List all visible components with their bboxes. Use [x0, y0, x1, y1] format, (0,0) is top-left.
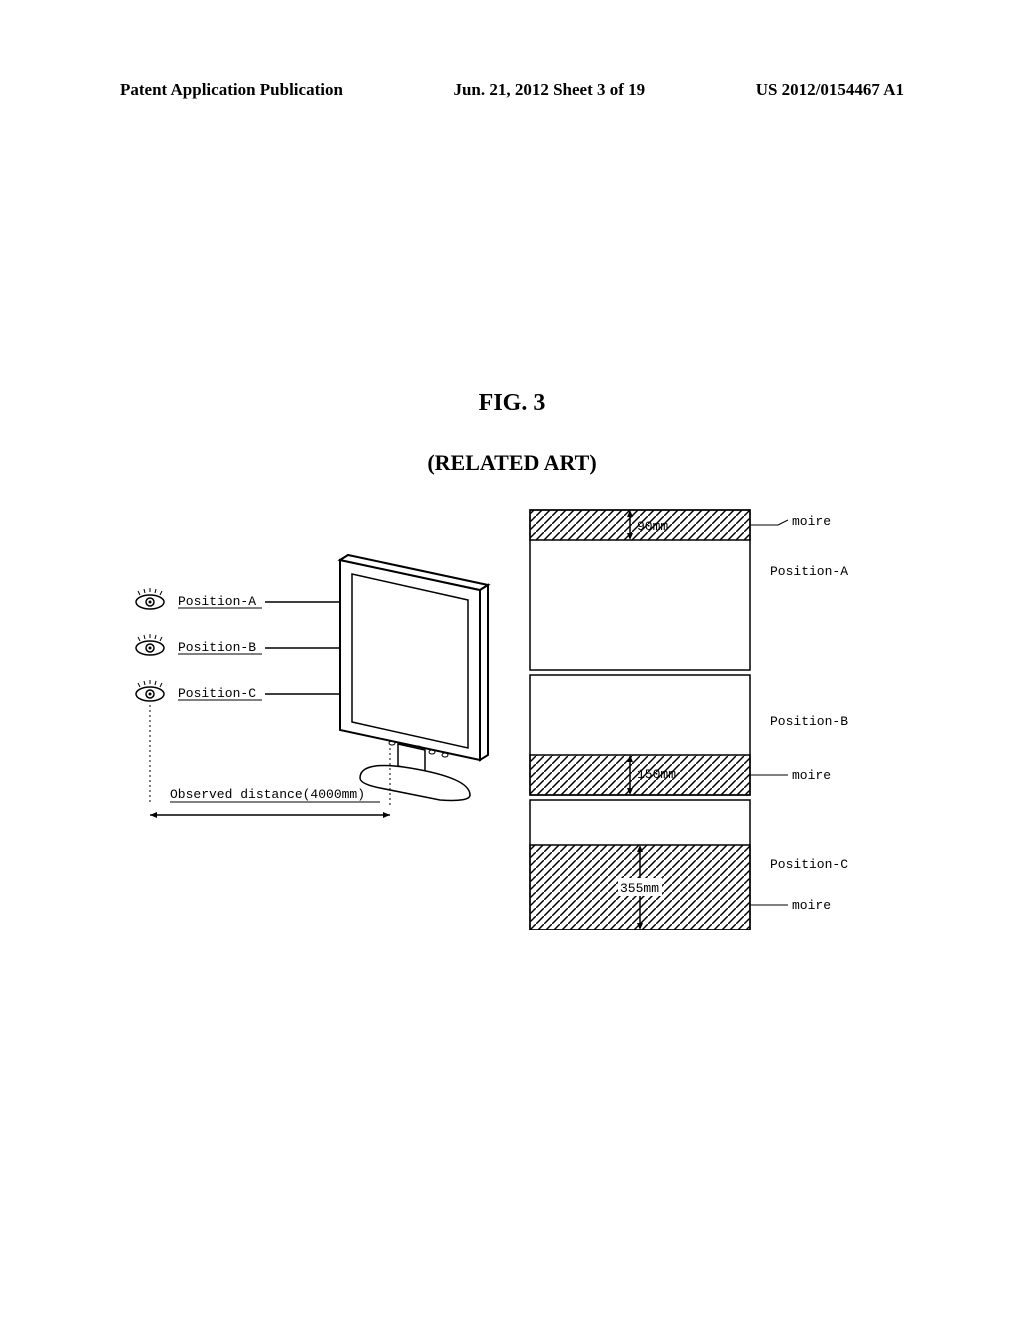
box-a-measurement: 90mm	[637, 519, 668, 534]
box-position-b: 150mm Position-B moire	[530, 675, 848, 795]
header-date-sheet: Jun. 21, 2012 Sheet 3 of 19	[453, 80, 645, 100]
box-position-c: 355mm Position-C moire	[530, 800, 848, 930]
moire-label-c: moire	[792, 898, 831, 913]
box-c-measurement: 355mm	[620, 881, 659, 896]
position-a-label: Position-A	[178, 594, 256, 609]
monitor-icon	[340, 555, 488, 800]
position-c-label: Position-C	[178, 686, 256, 701]
eye-icon	[136, 634, 164, 655]
box-b-measurement: 150mm	[637, 767, 676, 782]
box-a-label: Position-A	[770, 564, 848, 579]
monitor-diagram: Position-A Position-B Position-C	[130, 500, 550, 900]
distance-label: Observed distance(4000mm)	[170, 787, 365, 802]
header-publication: Patent Application Publication	[120, 80, 343, 100]
moire-label-a: moire	[792, 514, 831, 529]
box-position-a: 90mm moire Position-A	[530, 510, 848, 670]
diagram-container: Position-A Position-B Position-C	[130, 500, 910, 920]
page-header: Patent Application Publication Jun. 21, …	[0, 80, 1024, 100]
eye-icon	[136, 680, 164, 701]
eye-icon	[136, 588, 164, 609]
box-b-label: Position-B	[770, 714, 848, 729]
box-c-label: Position-C	[770, 857, 848, 872]
figure-title: FIG. 3	[0, 390, 1024, 417]
figure-subtitle: (RELATED ART)	[0, 450, 1024, 476]
moire-label-b: moire	[792, 768, 831, 783]
position-b-label: Position-B	[178, 640, 256, 655]
moire-boxes: 90mm moire Position-A 150mm Position-B m…	[520, 500, 920, 930]
header-patent-number: US 2012/0154467 A1	[756, 80, 904, 100]
